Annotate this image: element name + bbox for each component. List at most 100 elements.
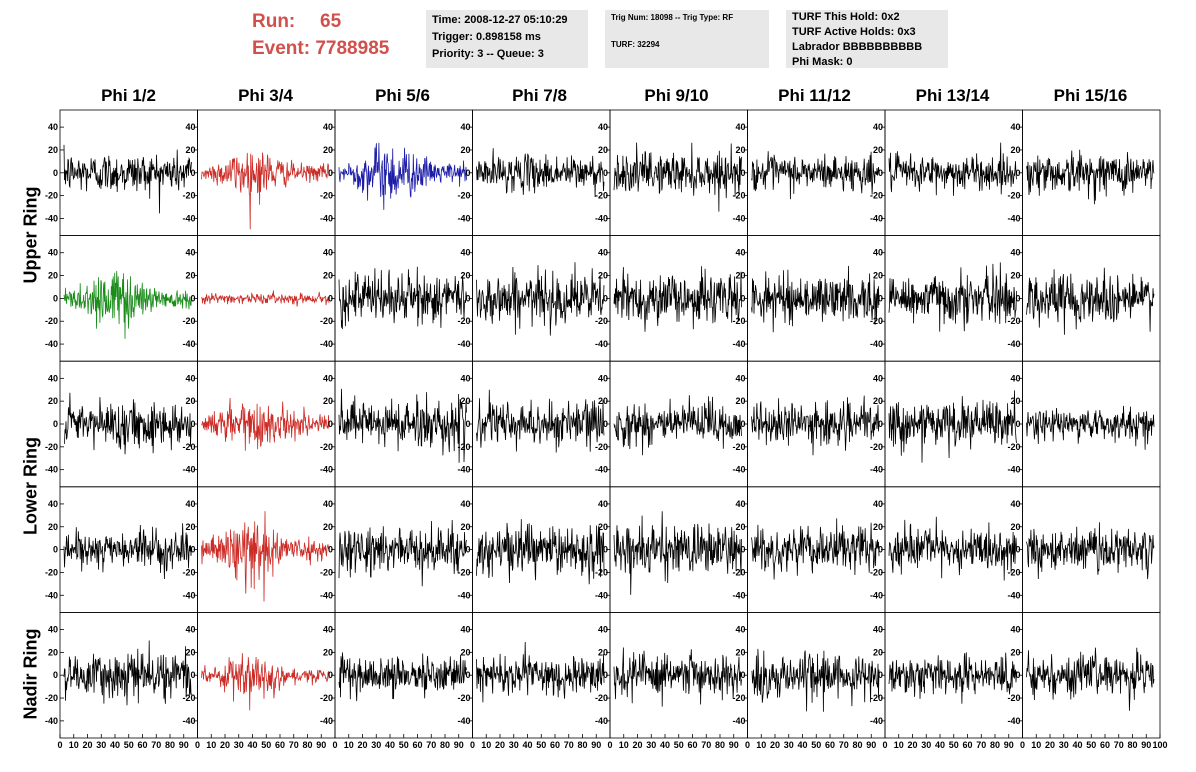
- waveform-trace: [613, 647, 742, 707]
- x-tick-label: 20: [357, 740, 367, 750]
- y-tick-label: -20: [45, 567, 58, 577]
- column-heading: Phi 7/8: [512, 86, 567, 105]
- x-tick-label: 50: [949, 740, 959, 750]
- y-tick-label: 0: [328, 670, 333, 680]
- x-tick-label: 70: [426, 740, 436, 750]
- y-tick-label: 20: [185, 145, 195, 155]
- phi-mask-line: Phi Mask: 0: [792, 56, 853, 68]
- y-tick-label: 0: [740, 419, 745, 429]
- waveform-trace: [338, 519, 467, 587]
- y-tick-label: -20: [870, 693, 883, 703]
- x-tick-label: 30: [96, 740, 106, 750]
- y-tick-label: -20: [45, 191, 58, 201]
- y-tick-label: 0: [328, 168, 333, 178]
- y-tick-label: -20: [182, 442, 195, 452]
- x-tick-label: 90: [316, 740, 326, 750]
- y-tick-label: 20: [735, 271, 745, 281]
- x-tick-label: 30: [509, 740, 519, 750]
- y-tick-label: -20: [1007, 442, 1020, 452]
- waveform-trace: [201, 290, 330, 307]
- event-line: Event: 7788985: [252, 35, 389, 62]
- y-tick-label: -20: [732, 567, 745, 577]
- y-tick-label: 0: [328, 419, 333, 429]
- x-tick-label: 30: [1059, 740, 1069, 750]
- waveform-trace: [751, 518, 880, 580]
- y-tick-label: 40: [48, 625, 58, 635]
- y-tick-label: -40: [595, 339, 608, 349]
- y-tick-label: -20: [870, 316, 883, 326]
- y-tick-label: -40: [870, 213, 883, 223]
- y-tick-label: 20: [598, 396, 608, 406]
- x-tick-label: 90: [179, 740, 189, 750]
- y-tick-label: 40: [460, 499, 470, 509]
- x-tick-label: 10: [619, 740, 629, 750]
- x-tick-label: 80: [440, 740, 450, 750]
- y-tick-label: -20: [457, 316, 470, 326]
- turf-hold-line: TURF This Hold: 0x2: [792, 11, 900, 23]
- y-tick-label: 0: [878, 168, 883, 178]
- y-tick-label: 0: [53, 419, 58, 429]
- y-tick-label: 0: [1015, 293, 1020, 303]
- turf-line: TURF: 32294: [611, 40, 660, 49]
- y-tick-label: 20: [185, 522, 195, 532]
- waveform-trace: [1026, 149, 1155, 205]
- y-tick-label: -20: [732, 191, 745, 201]
- y-tick-label: 40: [323, 248, 333, 258]
- x-tick-label: 40: [1072, 740, 1082, 750]
- waveform-trace: [63, 144, 192, 214]
- waveform-trace: [1026, 267, 1155, 335]
- time-info-box: Time: 2008-12-27 05:10:29 Trigger: 0.898…: [426, 10, 588, 68]
- y-tick-label: 0: [53, 545, 58, 555]
- x-tick-label: 40: [935, 740, 945, 750]
- y-tick-label: -20: [45, 316, 58, 326]
- x-tick-label: 20: [220, 740, 230, 750]
- y-tick-label: 0: [878, 293, 883, 303]
- y-tick-label: -40: [732, 213, 745, 223]
- y-tick-label: 40: [873, 373, 883, 383]
- y-tick-label: -20: [1007, 567, 1020, 577]
- y-tick-label: 0: [1015, 545, 1020, 555]
- y-tick-label: -40: [595, 590, 608, 600]
- y-tick-label: -40: [595, 465, 608, 475]
- y-tick-label: -20: [45, 693, 58, 703]
- x-tick-label: 30: [371, 740, 381, 750]
- waveform-trace: [338, 388, 467, 463]
- y-tick-label: -20: [457, 567, 470, 577]
- y-tick-label: 40: [735, 248, 745, 258]
- y-tick-label: -20: [870, 191, 883, 201]
- y-tick-label: 0: [878, 545, 883, 555]
- run-line: Run: 65: [252, 8, 389, 35]
- y-tick-label: -20: [320, 191, 333, 201]
- x-tick-label: 30: [234, 740, 244, 750]
- y-tick-label: 20: [1010, 396, 1020, 406]
- y-tick-label: 20: [735, 522, 745, 532]
- x-tick-label: 60: [962, 740, 972, 750]
- x-tick-label: 10: [206, 740, 216, 750]
- y-tick-label: -40: [457, 590, 470, 600]
- y-tick-label: 0: [740, 670, 745, 680]
- y-tick-label: 0: [1015, 670, 1020, 680]
- waveform-trace: [888, 652, 1017, 704]
- y-tick-label: 40: [323, 625, 333, 635]
- y-tick-label: 40: [460, 625, 470, 635]
- x-tick-label: 30: [921, 740, 931, 750]
- y-tick-label: 0: [465, 419, 470, 429]
- x-tick-label: 50: [124, 740, 134, 750]
- y-tick-label: 40: [460, 248, 470, 258]
- x-tick-label: 40: [385, 740, 395, 750]
- x-tick-label: 80: [852, 740, 862, 750]
- y-tick-label: 40: [460, 122, 470, 132]
- y-tick-label: 40: [185, 625, 195, 635]
- y-tick-label: 0: [603, 670, 608, 680]
- x-tick-label: 50: [399, 740, 409, 750]
- priority-line: Priority: 3 -- Queue: 3: [432, 48, 544, 60]
- y-tick-label: -40: [595, 213, 608, 223]
- time-line: Time: 2008-12-27 05:10:29: [432, 14, 568, 26]
- y-tick-label: -20: [320, 567, 333, 577]
- x-tick-label: 80: [1127, 740, 1137, 750]
- y-tick-label: 40: [323, 122, 333, 132]
- x-tick-label: 90: [866, 740, 876, 750]
- y-tick-label: 0: [53, 670, 58, 680]
- y-tick-label: -40: [320, 465, 333, 475]
